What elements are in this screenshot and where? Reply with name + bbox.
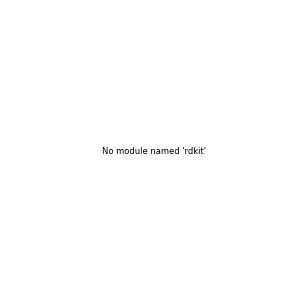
Text: No module named 'rdkit': No module named 'rdkit' — [102, 147, 206, 156]
